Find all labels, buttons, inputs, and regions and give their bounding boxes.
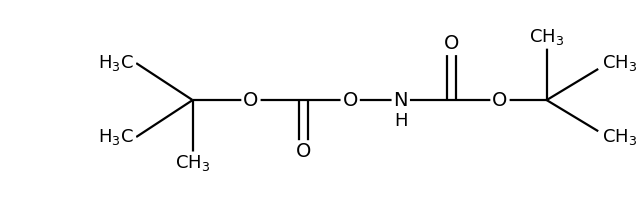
Text: CH$_3$: CH$_3$ xyxy=(175,153,210,173)
Text: N: N xyxy=(394,91,408,110)
Text: O: O xyxy=(243,91,259,110)
Text: O: O xyxy=(492,91,508,110)
Text: H$_3$C: H$_3$C xyxy=(99,53,134,73)
Text: O: O xyxy=(342,91,358,110)
Text: O: O xyxy=(444,34,459,53)
Text: H: H xyxy=(394,112,408,130)
Text: CH$_3$: CH$_3$ xyxy=(602,127,637,147)
Text: H$_3$C: H$_3$C xyxy=(99,127,134,147)
Text: CH$_3$: CH$_3$ xyxy=(529,27,564,47)
Text: O: O xyxy=(296,142,311,161)
Text: CH$_3$: CH$_3$ xyxy=(602,53,637,73)
